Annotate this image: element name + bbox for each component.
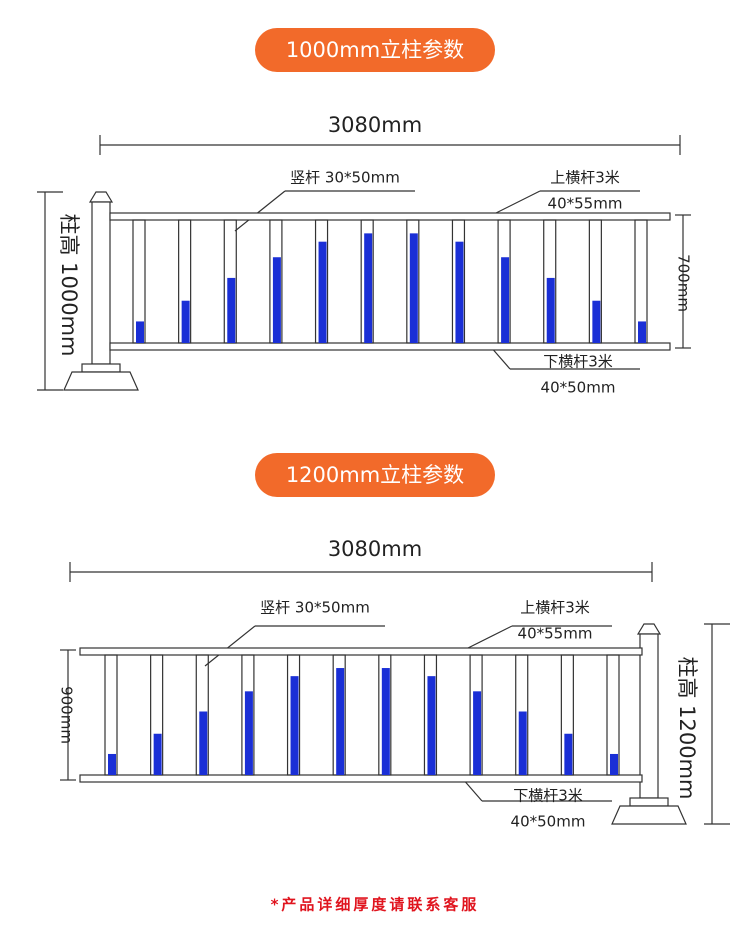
badge (255, 453, 495, 497)
picket-fill (381, 668, 390, 775)
rail-gap-label: 700mm (675, 254, 693, 312)
picket-fill (272, 257, 281, 343)
dimension-line (204, 625, 256, 667)
top-rail-size: 40*55mm (548, 195, 623, 213)
picket-fill (108, 753, 116, 775)
post-cap (88, 191, 114, 203)
bottom-rail-size: 40*50mm (511, 813, 586, 831)
post-foot (629, 797, 669, 807)
post-base (63, 371, 139, 391)
post (639, 633, 659, 799)
width-label: 3080mm (328, 537, 422, 561)
picket-fill (610, 753, 618, 775)
bottom-rail-size: 40*50mm (541, 379, 616, 397)
post (91, 201, 111, 365)
picket-fill (427, 676, 436, 775)
picket-fill (181, 300, 190, 343)
badge-text: 1000mm立柱参数 (286, 38, 464, 62)
footer-note: *产品详细厚度请联系客服 (271, 896, 480, 914)
bottom-rail-label: 下横杆3米 (513, 787, 583, 805)
post-height-label: 柱高 1200mm (675, 656, 699, 799)
top-rail (79, 647, 643, 656)
picket-fill (336, 668, 345, 775)
top-rail-label: 上横杆3米 (520, 599, 590, 617)
picket-fill (546, 277, 555, 343)
post-base (611, 805, 687, 825)
picket-fill (244, 691, 253, 775)
width-label: 3080mm (328, 113, 422, 137)
picket-fill (199, 711, 208, 775)
bottom-rail (109, 342, 671, 351)
top-rail-label: 上横杆3米 (550, 169, 620, 187)
picket-fill (318, 241, 327, 343)
badge-text: 1200mm立柱参数 (286, 463, 464, 487)
vertical-bar-label: 竖杆 30*50mm (290, 169, 400, 187)
post-cap (636, 623, 662, 635)
badge (255, 28, 495, 72)
picket-fill (364, 233, 373, 343)
picket-fill (501, 257, 510, 343)
bottom-rail-label: 下横杆3米 (543, 353, 613, 371)
post-foot (81, 363, 121, 373)
post-height-label: 柱高 1000mm (57, 213, 81, 356)
picket-fill (136, 321, 144, 343)
vertical-bar-label: 竖杆 30*50mm (260, 599, 370, 617)
picket-fill (638, 321, 646, 343)
picket-fill (592, 300, 601, 343)
dimension-line (234, 190, 286, 232)
dimension-line (489, 190, 541, 217)
top-rail (109, 212, 671, 221)
top-rail-size: 40*55mm (518, 625, 593, 643)
picket-fill (153, 733, 162, 775)
picket-fill (564, 733, 573, 775)
picket-fill (290, 676, 299, 775)
picket-fill (227, 277, 236, 343)
rail-gap-label: 900mm (58, 686, 76, 744)
picket-fill (518, 711, 527, 775)
picket-fill (409, 233, 418, 343)
bottom-rail (79, 774, 643, 783)
picket-fill (473, 691, 482, 775)
dimension-line (461, 625, 513, 652)
picket-fill (455, 241, 464, 343)
